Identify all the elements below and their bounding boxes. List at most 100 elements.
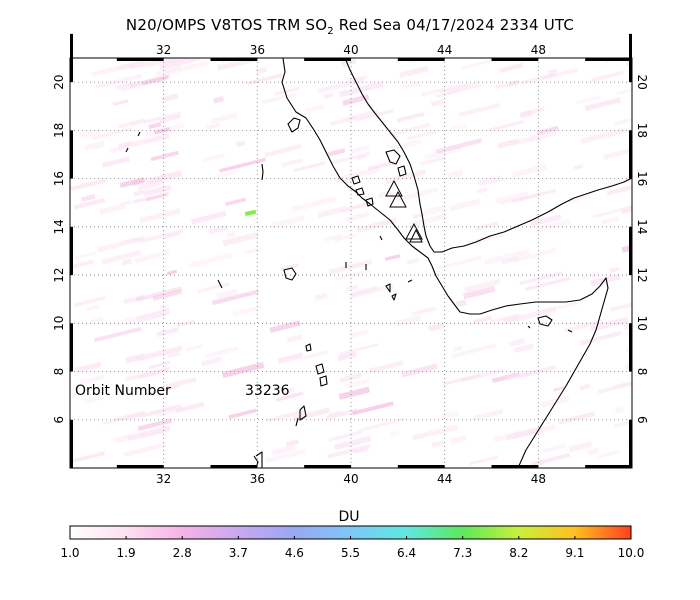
noise-streak [458,102,501,118]
frame-tick-bar [585,465,632,468]
noise-streak [159,58,200,71]
colorbar-title: DU [338,509,359,525]
noise-streak [450,435,467,445]
lat-tick-label: 10 [52,316,66,331]
nile-fragments [125,131,263,468]
noise-streak [558,411,596,425]
noise-streak [110,145,125,154]
noise-streak [212,96,225,104]
noise-streak [519,271,563,286]
noise-streak [326,407,359,420]
noise-streak [515,306,557,322]
noise-streak [131,132,170,148]
noise-streak [631,142,632,153]
noise-streak [586,447,600,456]
noise-streak [388,123,430,137]
noise-streak [512,425,543,439]
noise-streak [606,185,632,196]
noise-streak [246,73,283,86]
noise-streak [508,338,526,348]
noise-streak [333,233,357,242]
noise-streak [148,121,162,130]
noise-streak [356,217,397,233]
noise-streak [72,259,94,269]
noise-streak [94,326,142,343]
noise-streak [143,111,182,124]
noise-streak [628,60,632,75]
noise-streak [367,160,396,171]
triangle-icon [405,222,423,240]
noise-streak [143,184,172,197]
noise-streak [95,73,142,90]
grid [70,58,632,468]
frame-tick-bar [629,419,632,468]
frame-tick-bar [585,58,632,61]
frame-tick-bar [397,465,445,468]
noise-streak [123,294,145,305]
noise-streak [152,289,183,301]
noise-streak [137,345,183,362]
noise-streak [356,154,368,161]
noise-streak [222,232,259,247]
noise-streak [84,140,105,151]
noise-streak [345,109,379,122]
noise-streak [338,386,370,400]
noise-streak [328,409,342,418]
noise-streak [446,80,482,96]
noise-streak [377,190,393,199]
noise-streak [323,233,343,242]
lon-tick-label: 36 [250,43,265,57]
noise-streak [396,112,425,123]
noise-streak [536,125,559,136]
noise-streak [116,82,133,90]
noise-streak [406,129,437,141]
noise-streak [274,86,300,96]
noise-streak [591,70,624,83]
noise-streak [90,316,104,324]
noise-streak [339,372,362,383]
colorbar-tick-label: 1.9 [117,546,136,560]
noise-streak [190,210,227,225]
lat-tick-label: 18 [52,123,66,138]
noise-streak [424,205,446,216]
colorbar-tick-label: 5.5 [341,546,360,560]
orbit-value: 33236 [245,383,290,399]
frame-tick-bar [210,465,258,468]
noise-streak [136,309,170,323]
noise-streak [451,343,497,359]
noise-streak [280,263,300,272]
noise-streak [621,245,632,253]
noise-streak [155,65,183,77]
noise-streak [271,445,296,456]
noise-streak [610,302,632,312]
noise-streak [263,143,302,158]
noise-streak [161,93,179,103]
noise-streak [303,350,329,360]
colorbar-tick-label: 2.8 [173,546,192,560]
noise-streak [314,292,328,301]
noise-streak [156,406,182,417]
colorbar-tick-label: 6.4 [397,546,416,560]
coastline-african [281,58,609,468]
lat-tick-label: 6 [52,416,66,424]
noise-streak [395,315,422,327]
noise-streak [428,322,445,332]
lake-nasser [261,163,264,181]
so2-detection [244,209,257,216]
lat-tick-label: 16 [52,171,66,186]
frame-tick-bar [629,33,632,83]
noise-streak [488,119,525,132]
noise-streak [112,99,129,107]
noise-streak [132,178,144,186]
noise-streak [122,258,133,266]
noise-streak [469,455,499,466]
colorbar-tick-label: 10.0 [618,546,645,560]
noise-streak [506,432,519,441]
noise-streak [525,276,571,292]
noise-streak [327,148,346,157]
lat-tick-label: 16 [635,171,649,186]
noise-streak [499,197,520,206]
noise-streak [508,81,519,87]
frame-tick-bar [116,465,164,468]
